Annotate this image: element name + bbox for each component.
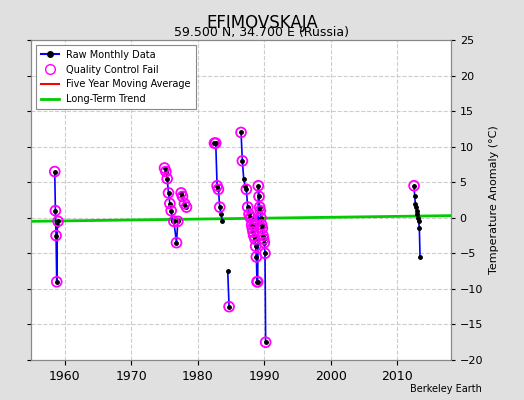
Point [215,204,224,210]
Point [163,176,171,182]
Point [177,190,185,196]
Point [170,218,178,224]
Point [178,193,187,200]
Point [182,204,191,210]
Point [257,222,266,228]
Text: 59.500 N, 34.700 E (Russia): 59.500 N, 34.700 E (Russia) [174,26,350,39]
Point [238,158,247,164]
Point [245,211,253,218]
Point [247,222,256,228]
Point [252,254,260,260]
Point [50,168,59,175]
Point [254,278,262,285]
Point [256,204,264,210]
Y-axis label: Temperature Anomaly (°C): Temperature Anomaly (°C) [489,126,499,274]
Point [214,186,223,192]
Point [244,204,252,210]
Point [51,208,60,214]
Point [249,229,257,235]
Point [212,140,220,146]
Point [173,218,182,224]
Point [258,225,267,232]
Point [261,250,269,256]
Point [180,200,189,207]
Point [213,182,221,189]
Point [52,278,61,285]
Point [172,240,181,246]
Point [166,200,174,207]
Legend: Raw Monthly Data, Quality Control Fail, Five Year Moving Average, Long-Term Tren: Raw Monthly Data, Quality Control Fail, … [36,45,196,109]
Point [259,232,267,239]
Text: EFIMOVSKAJA: EFIMOVSKAJA [206,14,318,32]
Point [54,218,62,224]
Point [160,165,169,171]
Point [242,186,250,192]
Point [259,236,268,242]
Point [249,232,258,239]
Point [254,182,263,189]
Point [162,168,170,175]
Point [167,208,176,214]
Point [237,129,245,136]
Point [256,208,265,214]
Point [253,278,261,285]
Point [255,193,263,200]
Point [248,225,257,232]
Point [260,240,268,246]
Point [251,236,259,242]
Point [250,222,258,228]
Point [165,190,173,196]
Point [246,214,255,221]
Point [252,243,260,250]
Point [210,140,219,146]
Point [257,214,265,221]
Point [52,232,60,239]
Point [261,339,270,346]
Text: Berkeley Earth: Berkeley Earth [410,384,482,394]
Point [225,304,233,310]
Point [247,214,255,221]
Point [410,182,418,189]
